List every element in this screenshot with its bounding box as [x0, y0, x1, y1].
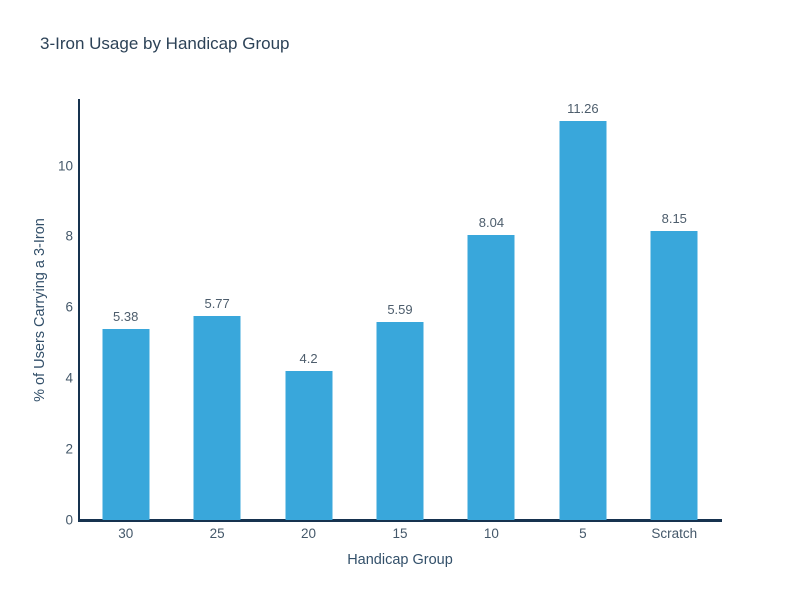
bar	[467, 235, 515, 520]
x-tick-label: 25	[209, 526, 225, 541]
x-tick-label: Scratch	[651, 526, 698, 541]
x-axis-title: Handicap Group	[347, 552, 453, 568]
bar-value-label: 8.15	[661, 211, 687, 227]
y-tick-label: 4	[65, 370, 73, 386]
bar-value-label: 4.2	[299, 351, 318, 367]
bar	[650, 231, 698, 520]
bar-slot: 5.38	[80, 100, 171, 520]
y-tick-label: 2	[65, 441, 73, 457]
chart-title: 3-Iron Usage by Handicap Group	[40, 34, 290, 53]
x-tick-label: 10	[483, 526, 499, 541]
x-tick-label: 15	[392, 526, 408, 541]
plot-area: 5.38 5.77 4.2 5.59 8.04 11.26 8.15	[80, 100, 720, 520]
bar-slot: 8.04	[446, 100, 537, 520]
x-tick-label: 5	[579, 526, 587, 541]
bar-value-label: 11.26	[567, 100, 599, 116]
bar-value-label: 5.59	[387, 301, 413, 317]
bar	[102, 329, 150, 520]
bar-slot: 4.2	[263, 100, 354, 520]
x-axis-line	[78, 519, 722, 522]
bar-value-label: 5.77	[204, 295, 230, 311]
bar	[376, 321, 424, 520]
y-tick-label: 6	[65, 299, 73, 315]
x-tick-label: 30	[118, 526, 134, 541]
bar-slot: 8.15	[629, 100, 720, 520]
bar-value-label: 5.38	[113, 309, 139, 325]
y-axis-line	[78, 99, 80, 521]
bar	[559, 120, 607, 520]
bar-slot: 5.59	[354, 100, 445, 520]
bar-slot: 11.26	[537, 100, 628, 520]
bar	[193, 315, 241, 520]
x-tick-label: 20	[301, 526, 317, 541]
y-tick-label: 10	[57, 158, 73, 174]
y-tick-label: 0	[65, 512, 73, 528]
bar	[285, 371, 333, 520]
bar-slot: 5.77	[171, 100, 262, 520]
bar-value-label: 8.04	[478, 215, 505, 231]
y-tick-label: 8	[65, 228, 73, 244]
